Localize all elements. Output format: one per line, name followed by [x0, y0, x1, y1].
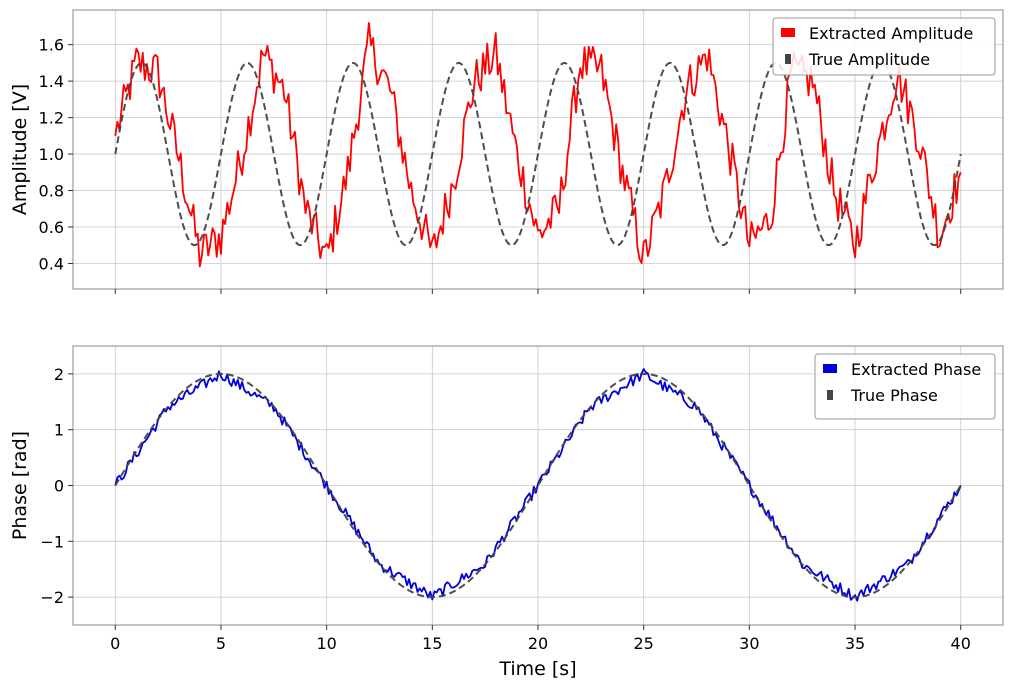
- y-tick-label: 1.2: [39, 109, 64, 128]
- y-tick-label: 2: [54, 365, 64, 384]
- series-line-true-phase: [114, 372, 962, 599]
- y-tick-label: 1.0: [39, 145, 64, 164]
- x-tick-label: 20: [528, 634, 548, 653]
- legend-label-extracted-phase: Extracted Phase: [851, 360, 981, 379]
- y-tick-label: −2: [40, 588, 64, 607]
- phase-ticks: 0 5 10 15 20 25 30 35 40 −2 −1 0 1 2: [40, 365, 971, 653]
- phase-y-axis-label: Phase [rad]: [9, 431, 31, 540]
- x-tick-label: 0: [110, 634, 120, 653]
- x-tick-label: 15: [422, 634, 442, 653]
- x-tick-label: 40: [951, 634, 971, 653]
- legend-swatch-extracted-phase: [823, 364, 837, 373]
- legend-swatch-extracted-amplitude: [781, 28, 795, 37]
- y-tick-label: 0.6: [39, 218, 64, 237]
- amplitude-legend: Extracted Amplitude True Amplitude: [772, 17, 996, 76]
- y-tick-label: 0.4: [39, 254, 64, 273]
- amplitude-legend-box: [772, 17, 996, 76]
- series-line-extracted-amplitude: [114, 21, 962, 268]
- y-tick-label: −1: [40, 532, 64, 551]
- phase-legend: Extracted Phase True Phase: [814, 353, 996, 420]
- x-tick-label: 10: [316, 634, 336, 653]
- legend-label-true-amplitude: True Amplitude: [808, 50, 930, 69]
- y-tick-label: 0.8: [39, 182, 64, 201]
- legend-swatch-true-amplitude: [785, 54, 791, 64]
- time-x-axis-label: Time [s]: [498, 658, 576, 680]
- amplitude-series: [114, 21, 962, 268]
- phase-subplot: 0 5 10 15 20 25 30 35 40 −2 −1 0 1 2 Phase [rad] Time…: [9, 345, 1004, 680]
- x-tick-label: 30: [739, 634, 759, 653]
- amplitude-y-axis-label: Amplitude [V]: [9, 84, 31, 215]
- amplitude-ticks: 0.4 0.6 0.8 1.0 1.2 1.4 1.6: [39, 36, 962, 294]
- y-tick-label: 1.6: [39, 36, 64, 55]
- phase-legend-box: [814, 353, 996, 420]
- x-tick-label: 25: [634, 634, 654, 653]
- x-tick-label: 35: [845, 634, 865, 653]
- legend-label-true-phase: True Phase: [850, 386, 938, 405]
- legend-label-extracted-amplitude: Extracted Amplitude: [809, 24, 973, 43]
- legend-swatch-true-phase: [827, 390, 833, 400]
- amplitude-subplot: 0.4 0.6 0.8 1.0 1.2 1.4 1.6 Amplitude [V] Extr…: [9, 9, 1004, 294]
- y-tick-label: 1.4: [39, 72, 64, 91]
- x-tick-label: 5: [216, 634, 226, 653]
- y-tick-label: 0: [54, 477, 64, 496]
- phase-series: [114, 368, 962, 602]
- y-tick-label: 1: [54, 421, 64, 440]
- series-line-true-amplitude: [114, 62, 962, 247]
